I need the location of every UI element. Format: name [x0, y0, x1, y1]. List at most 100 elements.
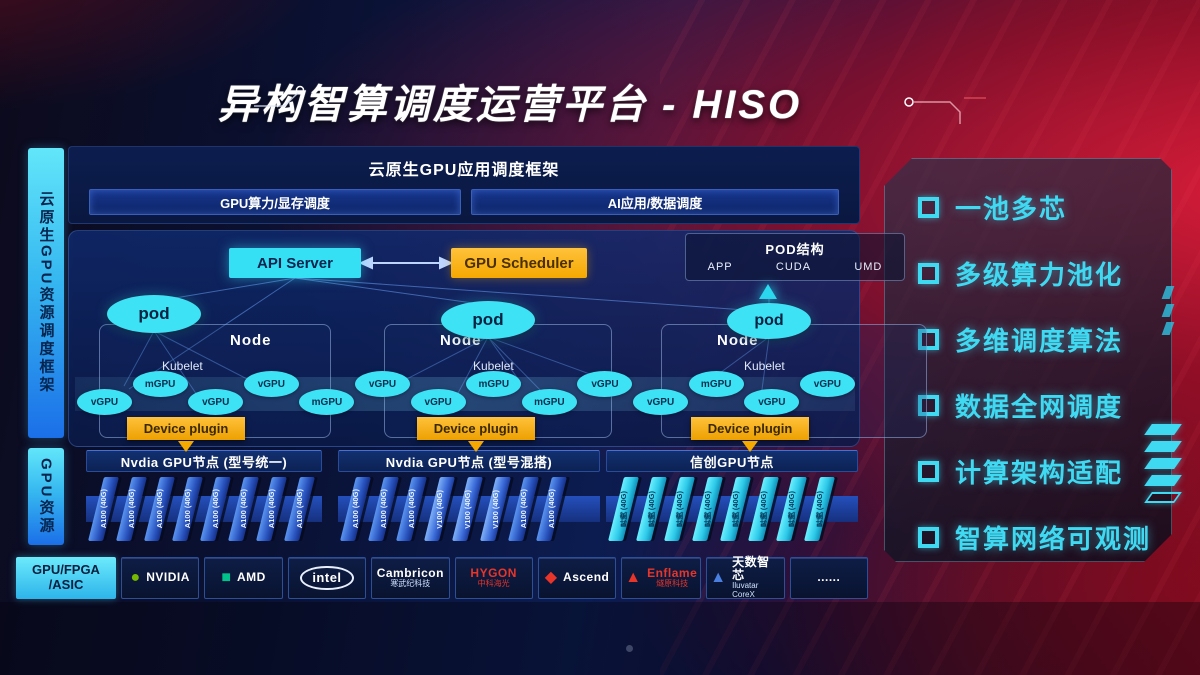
title-decoration-right [904, 97, 986, 124]
sidebar-framework-bar: 云原生GPU资源调度框架 [28, 148, 64, 438]
gpu-slice-ellipse: vGPU [77, 389, 132, 415]
gpu-card-label: 昇腾 (40G) [675, 490, 685, 528]
vendor-subname: 燧原科技 [656, 579, 689, 589]
gpu-slice-ellipse: mGPU [688, 371, 744, 397]
pod-ellipse-3: pod [727, 303, 811, 339]
vendor-name: Ascend [563, 570, 610, 585]
gpu-card-label: A100 (40G) [211, 489, 220, 529]
gpu-slice-row: vGPU mGPU vGPU vGPU mGPU vGPU vGPU mGPU mGPU vGPU… [77, 371, 855, 415]
gpu-card-label: A100 (40G) [183, 489, 192, 529]
feature-item: 智算网络可观测 [918, 518, 1172, 556]
vendor-text: ...... [817, 571, 840, 584]
gpu-slice-ellipse: vGPU [188, 389, 244, 415]
gpu-slice-ellipse: vGPU [355, 371, 411, 397]
gpu-slice-ellipse: mGPU [521, 389, 577, 415]
gpu-resource-section: Nvdia GPU节点 (型号统一) A100 (40G) A100 (40G) A… [68, 450, 862, 550]
gpu-card-label: A100 (40G) [547, 489, 556, 529]
gpu-card: A100 (40G) [368, 477, 399, 541]
vendor-logo-box: ● NVIDIA [121, 557, 200, 599]
gpu-card-label: A100 (40G) [379, 489, 388, 529]
pod-layer-label: CUDA [775, 261, 812, 273]
vendor-text: Ascend [563, 571, 609, 584]
feature-label: 一池多芯 [955, 193, 1068, 224]
vendor-text: HYGON 中科海光 [470, 566, 517, 589]
feature-label: 多级算力池化 [955, 259, 1124, 290]
gpu-group-1-header: Nvdia GPU节点 (型号统一) [86, 450, 322, 472]
gpu-group-1-cards: A100 (40G) A100 (40G) A100 (40G) A100 (40G)… [88, 477, 315, 541]
feature-item: 数据全网调度 [918, 386, 1172, 424]
vendor-logo-box: Cambricon 寒武纪科技 [371, 557, 450, 599]
vendor-text: intel [300, 565, 354, 591]
pod-ellipse-1: pod [107, 295, 201, 333]
pod-up-arrow-icon [759, 284, 777, 299]
vendor-logo-box: ▲ 天数智芯 Iluvatar CoreX [706, 555, 785, 599]
vendor-category-box: GPU/FPGA /ASIC [16, 557, 116, 599]
node-3-kubelet-label: Kubelet [744, 359, 785, 373]
square-bullet-icon [918, 329, 939, 350]
gpu-card: A100 (40G) [508, 477, 539, 541]
gpu-card: 昇腾 (40G) [636, 477, 667, 541]
gpu-card-label: 昇腾 (40G) [647, 490, 657, 528]
vendor-category-line2: /ASIC [48, 577, 84, 592]
gpu-card-label: V100 (40G) [435, 489, 444, 529]
vendor-logo-box: ■ AMD [204, 557, 283, 599]
feature-label: 多维调度算法 [955, 325, 1124, 356]
gpu-scheduler-box: GPU Scheduler [451, 248, 587, 278]
gpu-card: 昇腾 (40G) [776, 477, 807, 541]
feature-item: 多维调度算法 [918, 320, 1172, 358]
vendor-subname: 寒武纪科技 [390, 579, 431, 589]
gpu-card-label: A100 (40G) [407, 489, 416, 529]
vendor-logo-box: ◆ Ascend [537, 557, 617, 599]
device-plugin-3: Device plugin [691, 417, 809, 440]
feature-label: 数据全网调度 [955, 391, 1124, 422]
footer-shade [0, 602, 1200, 675]
gpu-card: V100 (40G) [452, 477, 483, 541]
sidebar-gpu-resource-bar: GPU资源 [28, 448, 64, 545]
page-title: 异构智算调度运营平台 - HISO [217, 83, 803, 127]
gpu-slice-ellipse: mGPU [132, 371, 188, 397]
features-panel: 一池多芯 多级算力池化 多维调度算法 数据全网调度 计算架构适配 智算网络可观测 [884, 158, 1172, 562]
pod-structure-title: POD结构 [765, 242, 825, 257]
connection-lines [123, 256, 770, 398]
gpu-card: V100 (40G) [424, 477, 455, 541]
vendor-name: AMD [236, 570, 266, 585]
vendor-name: ...... [817, 570, 841, 585]
app-framework-title: 云原生GPU应用调度框架 [368, 162, 560, 179]
vendor-name: Cambricon [376, 566, 444, 580]
gpu-card-label: A100 (40G) [155, 489, 164, 529]
vendor-logo-box: ▲ Enflame 燧原科技 [621, 557, 702, 599]
gpu-card-label: 昇腾 (40G) [731, 490, 741, 528]
gpu-card-label: 昇腾 (40G) [703, 490, 713, 528]
sidebar-framework-label: 云原生GPU资源调度框架 [37, 191, 55, 395]
device-plugin-1: Device plugin [127, 417, 245, 440]
gpu-card-label: A100 (40G) [99, 489, 108, 529]
vendor-logo-icon: ▲ [625, 569, 642, 586]
gpu-card-label: 昇腾 (40G) [815, 490, 825, 528]
gpu-group-3-header: 信创GPU节点 [606, 450, 858, 472]
gpu-card-label: 昇腾 (40G) [787, 490, 797, 528]
square-bullet-icon [918, 197, 939, 218]
vendor-name: Enflame [647, 566, 698, 580]
feature-item: 多级算力池化 [918, 254, 1172, 292]
gpu-card: A100 (40G) [172, 477, 203, 541]
watermark-dot [626, 645, 633, 652]
pod-layer-label: APP [707, 261, 733, 273]
gpu-group-3-cards: 昇腾 (40G) 昇腾 (40G) 昇腾 (40G) 昇腾 (40G) 昇腾 (40G)… [608, 477, 835, 541]
gpu-group-xinchuang: 信创GPU节点 昇腾 (40G) 昇腾 (40G) 昇腾 (40G) 昇腾 (40G)… [606, 450, 858, 550]
gpu-card-label: V100 (40G) [491, 489, 500, 529]
square-bullet-icon [918, 395, 939, 416]
gpu-slice-ellipse: vGPU [577, 371, 633, 397]
gpu-slice-ellipse: vGPU [633, 389, 689, 415]
gpu-card-label: 昇腾 (40G) [759, 490, 769, 528]
device-plugin-arrow-3-icon [742, 441, 758, 452]
ai-app-data-scheduling-bar: AI应用/数据调度 [471, 189, 839, 215]
gpu-slice-ellipse: vGPU [410, 389, 466, 415]
gpu-compute-vram-scheduling-bar: GPU算力/显存调度 [89, 189, 461, 215]
app-framework-panel: 云原生GPU应用调度框架 GPU算力/显存调度 AI应用/数据调度 [68, 146, 860, 224]
gpu-card-label: A100 (40G) [267, 489, 276, 529]
k8s-scheduling-panel: API Server GPU Scheduler POD结构 APP CUDA UM… [68, 230, 927, 452]
gpu-card-label: A100 (40G) [239, 489, 248, 529]
gpu-card: A100 (40G) [116, 477, 147, 541]
feature-item: 计算架构适配 [918, 452, 1172, 490]
gpu-slice-ellipse: mGPU [299, 389, 355, 415]
